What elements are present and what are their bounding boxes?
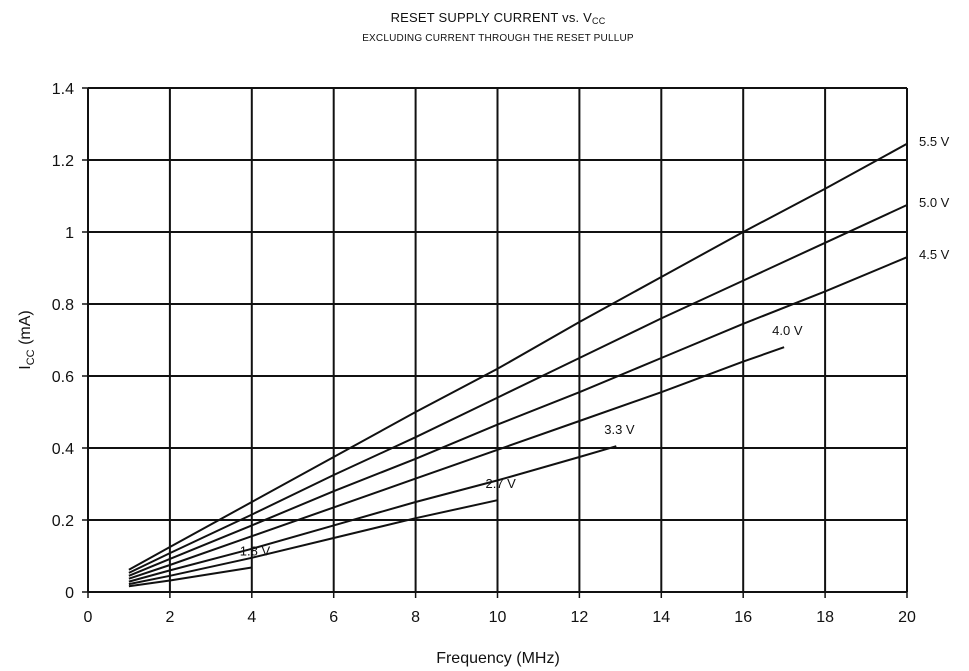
series-line <box>128 204 908 574</box>
series-line <box>128 142 908 571</box>
x-tick-label: 10 <box>489 609 507 626</box>
series-label: 2.7 V <box>486 476 517 491</box>
x-tick-label: 20 <box>898 609 916 626</box>
x-axis-ticks: 0 2 4 6 8 10 12 14 16 18 20 <box>84 609 916 626</box>
x-tick-label: 14 <box>652 609 670 626</box>
x-tick-label: 16 <box>734 609 752 626</box>
chart-subtitle: EXCLUDING CURRENT THROUGH THE RESET PULL… <box>362 33 634 44</box>
y-axis-ticks: 0 0.2 0.4 0.6 0.8 1 1.2 1.4 <box>52 81 74 602</box>
x-tick-label: 4 <box>247 609 256 626</box>
x-tick-label: 8 <box>411 609 420 626</box>
series-label: 5.5 V <box>919 134 950 149</box>
chart-series <box>128 142 908 588</box>
y-tick-label: 0 <box>65 585 74 602</box>
y-tick-label: 1.4 <box>52 81 74 98</box>
x-tick-label: 0 <box>84 609 93 626</box>
series-label: 3.3 V <box>604 422 635 437</box>
series-label: 4.5 V <box>919 247 950 262</box>
y-tick-label: 1 <box>65 225 74 242</box>
x-tick-label: 6 <box>329 609 338 626</box>
series-line <box>128 566 252 588</box>
x-axis-label: Frequency (MHz) <box>436 650 560 667</box>
series-line <box>128 445 617 583</box>
y-tick-label: 1.2 <box>52 153 74 170</box>
series-label: 4.0 V <box>772 323 803 338</box>
x-tick-label: 12 <box>571 609 589 626</box>
series-line <box>128 256 908 577</box>
chart-series-labels: 5.5 V 5.0 V 4.5 V 4.0 V 3.3 V 2.7 V 1.8 V <box>240 134 950 559</box>
y-tick-label: 0.2 <box>52 513 74 530</box>
x-tick-label: 2 <box>165 609 174 626</box>
series-label: 1.8 V <box>240 544 271 559</box>
series-line <box>128 346 785 580</box>
chart-grid <box>82 87 908 598</box>
y-axis-label: ICC (mA) <box>17 310 37 369</box>
y-tick-label: 0.6 <box>52 369 74 386</box>
y-tick-label: 0.4 <box>52 441 74 458</box>
series-label: 5.0 V <box>919 195 950 210</box>
x-tick-label: 18 <box>816 609 834 626</box>
series-line <box>128 499 498 586</box>
chart-title: RESET SUPPLY CURRENT vs. VCC <box>390 10 606 26</box>
y-tick-label: 0.8 <box>52 297 74 314</box>
